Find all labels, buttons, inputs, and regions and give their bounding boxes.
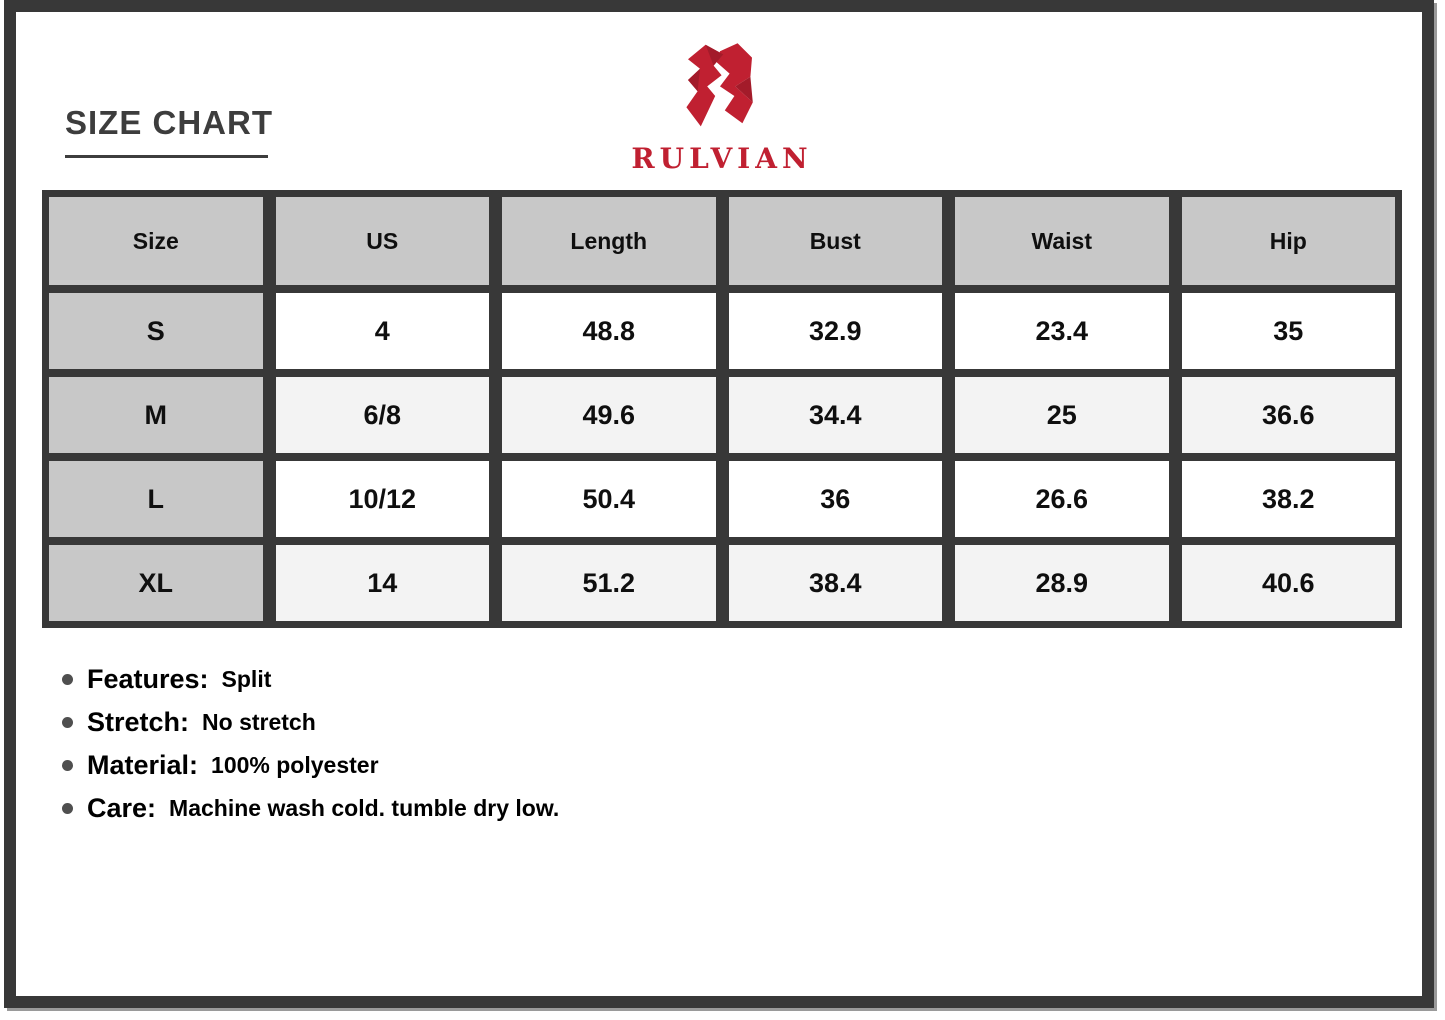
title-block: SIZE CHART bbox=[65, 104, 273, 158]
detail-label: Stretch: bbox=[87, 706, 190, 737]
table-cell: 23.4 bbox=[955, 293, 1169, 369]
table-cell: 51.2 bbox=[502, 545, 716, 621]
table-cell: 26.6 bbox=[955, 461, 1169, 537]
table-cell: 32.9 bbox=[728, 293, 942, 369]
table-cell: 28.9 bbox=[955, 545, 1169, 621]
bullet-icon bbox=[62, 673, 73, 685]
detail-value: 100% polyester bbox=[211, 751, 379, 778]
column-header-bust: Bust bbox=[728, 197, 942, 285]
detail-label: Care: bbox=[87, 792, 157, 823]
table-cell: 48.8 bbox=[502, 293, 716, 369]
detail-item-stretch: Stretch: No stretch bbox=[62, 705, 559, 739]
table-cell: 38.2 bbox=[1181, 461, 1395, 537]
detail-label: Material: bbox=[87, 749, 199, 780]
row-label-l: L bbox=[49, 461, 263, 537]
bullet-icon bbox=[62, 802, 73, 814]
bullet-icon bbox=[62, 716, 73, 728]
row-label-s: S bbox=[49, 293, 263, 369]
row-label-m: M bbox=[49, 377, 263, 453]
column-header-waist: Waist bbox=[955, 197, 1169, 285]
detail-value: No stretch bbox=[202, 708, 316, 735]
column-header-size: Size bbox=[49, 197, 263, 285]
page-title: SIZE CHART bbox=[65, 104, 273, 141]
table-cell: 14 bbox=[275, 545, 489, 621]
row-label-xl: XL bbox=[49, 545, 263, 621]
detail-item-material: Material: 100% polyester bbox=[62, 748, 559, 782]
table-cell: 38.4 bbox=[728, 545, 942, 621]
size-chart-table: Size US Length Bust Waist Hip S 4 48.8 3… bbox=[42, 190, 1402, 628]
table-cell: 36.6 bbox=[1181, 377, 1395, 453]
table-cell: 4 bbox=[275, 293, 489, 369]
title-underline bbox=[65, 155, 268, 158]
detail-item-features: Features: Split bbox=[62, 662, 559, 696]
column-header-hip: Hip bbox=[1181, 197, 1395, 285]
table-cell: 34.4 bbox=[728, 377, 942, 453]
table-cell: 6/8 bbox=[275, 377, 489, 453]
detail-value: Machine wash cold. tumble dry low. bbox=[169, 794, 560, 821]
column-header-us: US bbox=[275, 197, 489, 285]
detail-label: Features: bbox=[87, 663, 209, 694]
column-header-length: Length bbox=[502, 197, 716, 285]
table-cell: 40.6 bbox=[1181, 545, 1395, 621]
rulvian-r-monogram-icon bbox=[685, 43, 753, 127]
table-cell: 36 bbox=[728, 461, 942, 537]
table-cell: 49.6 bbox=[502, 377, 716, 453]
product-details-list: Features: Split Stretch: No stretch Mate… bbox=[62, 662, 559, 834]
table-cell: 35 bbox=[1181, 293, 1395, 369]
brand-wordmark: RULVIAN bbox=[631, 142, 813, 175]
table-cell: 10/12 bbox=[275, 461, 489, 537]
table-cell: 25 bbox=[955, 377, 1169, 453]
table-cell: 50.4 bbox=[502, 461, 716, 537]
bullet-icon bbox=[62, 759, 73, 771]
brand-logo: RULVIAN bbox=[631, 36, 812, 175]
detail-value: Split bbox=[221, 665, 272, 692]
detail-item-care: Care: Machine wash cold. tumble dry low. bbox=[62, 791, 559, 825]
